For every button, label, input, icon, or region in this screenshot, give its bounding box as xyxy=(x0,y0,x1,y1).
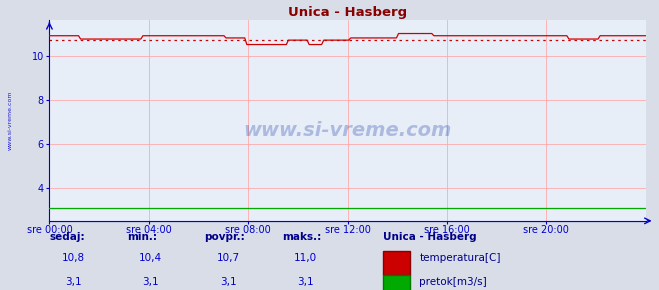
Text: 3,1: 3,1 xyxy=(142,277,159,287)
Text: 3,1: 3,1 xyxy=(298,277,314,287)
Text: 3,1: 3,1 xyxy=(220,277,237,287)
Text: Unica - Hasberg: Unica - Hasberg xyxy=(384,232,477,242)
Text: pretok[m3/s]: pretok[m3/s] xyxy=(419,277,487,287)
Text: 10,8: 10,8 xyxy=(62,253,85,262)
Text: sedaj:: sedaj: xyxy=(49,232,85,242)
Text: 3,1: 3,1 xyxy=(65,277,82,287)
Text: 10,4: 10,4 xyxy=(139,253,162,262)
Text: povpr.:: povpr.: xyxy=(204,232,245,242)
Text: temperatura[C]: temperatura[C] xyxy=(419,253,501,262)
Text: maks.:: maks.: xyxy=(282,232,322,242)
Text: www.si-vreme.com: www.si-vreme.com xyxy=(243,121,452,140)
Text: 10,7: 10,7 xyxy=(217,253,240,262)
Text: 11,0: 11,0 xyxy=(295,253,318,262)
Text: min.:: min.: xyxy=(127,232,157,242)
Bar xyxy=(384,251,411,275)
Bar xyxy=(384,275,411,290)
Title: Unica - Hasberg: Unica - Hasberg xyxy=(288,6,407,19)
Text: www.si-vreme.com: www.si-vreme.com xyxy=(8,91,13,150)
